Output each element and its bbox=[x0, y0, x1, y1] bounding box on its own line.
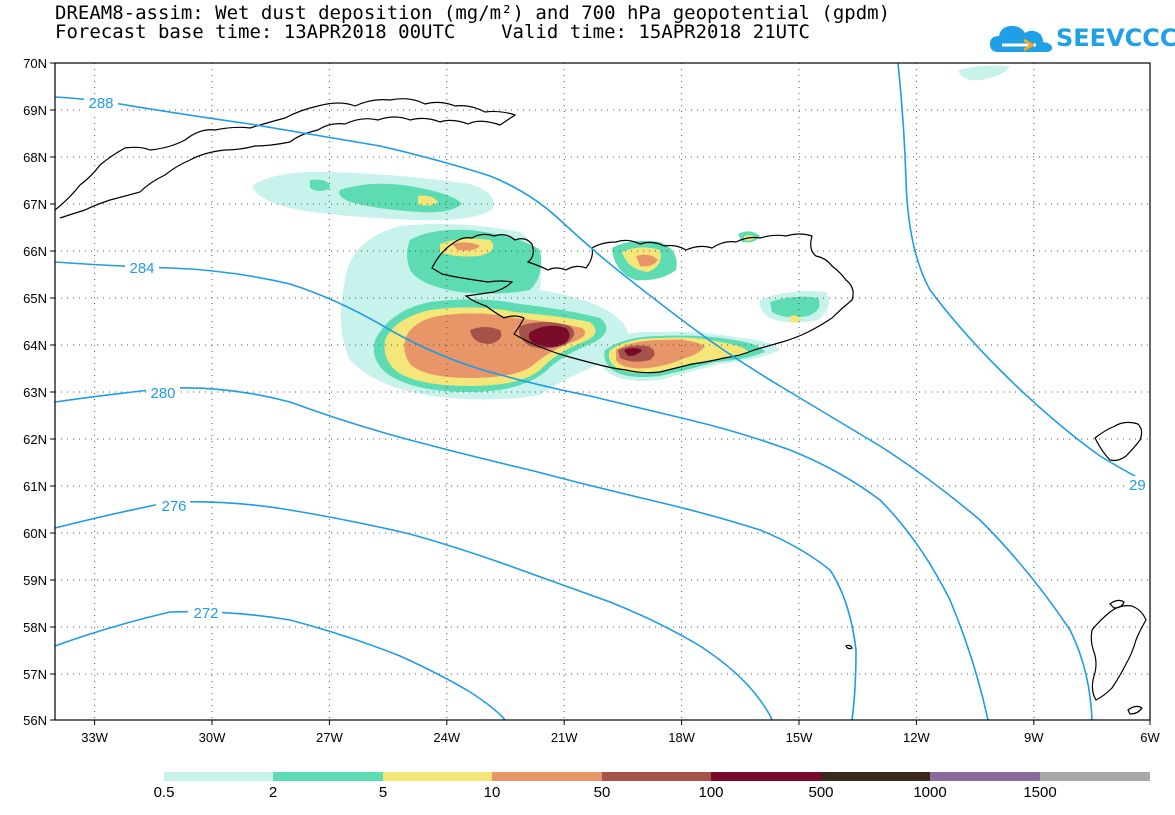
norway-coast bbox=[1094, 421, 1143, 462]
contour-label-276: 276 bbox=[161, 498, 186, 515]
legend-label: 10 bbox=[483, 784, 501, 801]
contour-288 bbox=[55, 96, 1093, 720]
dust-deposition-layer bbox=[252, 65, 1010, 400]
lon-label: 6W bbox=[1140, 730, 1160, 745]
lat-label: 60N bbox=[23, 526, 47, 541]
legend-label: 500 bbox=[808, 784, 834, 801]
legend-swatch bbox=[602, 772, 711, 781]
lat-label: 64N bbox=[23, 338, 47, 353]
lon-label: 24W bbox=[433, 730, 460, 745]
contour-284 bbox=[55, 261, 989, 720]
contour-label-backgrounds bbox=[84, 94, 1150, 622]
legend-label: 0.5 bbox=[153, 784, 175, 801]
lat-label: 58N bbox=[23, 620, 47, 635]
legend-label: 1000 bbox=[913, 784, 947, 801]
dust-region-west-maroon bbox=[528, 325, 570, 347]
gridlines bbox=[55, 63, 1150, 720]
lat-label: 68N bbox=[23, 150, 47, 165]
contour-label-284: 284 bbox=[129, 260, 154, 277]
contour-276 bbox=[55, 500, 773, 720]
legend-swatch bbox=[492, 772, 602, 781]
coastlines bbox=[55, 98, 1147, 715]
legend-label: 1500 bbox=[1023, 784, 1057, 801]
legend-swatch bbox=[711, 772, 821, 781]
scotland-coast bbox=[1090, 605, 1147, 701]
lon-label: 30W bbox=[199, 730, 226, 745]
lat-label: 67N bbox=[23, 197, 47, 212]
lat-label: 56N bbox=[23, 713, 47, 728]
map-title-line2: Forecast base time: 13APR2018 00UTC Vali… bbox=[55, 21, 810, 43]
legend-swatch bbox=[273, 772, 383, 781]
lon-label: 33W bbox=[81, 730, 108, 745]
lon-label: 9W bbox=[1024, 730, 1044, 745]
lon-label: 18W bbox=[668, 730, 695, 745]
dust-region-south-maroon bbox=[624, 348, 642, 356]
contour-labels: 288 284 280 276 272 29 bbox=[88, 95, 1145, 622]
lat-label: 62N bbox=[23, 432, 47, 447]
legend-label: 2 bbox=[268, 784, 278, 801]
lat-label: 70N bbox=[23, 56, 47, 71]
legend-label: 5 bbox=[378, 784, 388, 801]
lat-label: 65N bbox=[23, 291, 47, 306]
greenland-coast bbox=[55, 98, 517, 219]
longitude-labels: 33W 30W 27W 24W 21W 18W 15W 12W 9W 6W bbox=[81, 730, 1160, 745]
contour-label-272: 272 bbox=[193, 605, 218, 622]
contour-label-280: 280 bbox=[150, 385, 175, 402]
contour-label-29: 29 bbox=[1129, 477, 1146, 494]
scotland-north-islands bbox=[1109, 599, 1143, 715]
legend-label: 100 bbox=[698, 784, 724, 801]
tick-marks bbox=[50, 62, 1151, 725]
lat-label: 66N bbox=[23, 244, 47, 259]
legend-label: 50 bbox=[593, 784, 611, 801]
dust-region-north-orange bbox=[636, 254, 658, 267]
cloud-logo-icon bbox=[990, 26, 1052, 52]
latitude-labels: 70N 69N 68N 67N 66N 65N 64N 63N 62N 61N … bbox=[23, 56, 47, 728]
lon-label: 12W bbox=[903, 730, 930, 745]
lon-label: 27W bbox=[316, 730, 343, 745]
legend-swatch bbox=[821, 772, 930, 781]
seevccc-logo: SEEVCCC bbox=[988, 18, 1175, 60]
contour-288-east bbox=[897, 63, 1150, 485]
map-title-line1: DREAM8-assim: Wet dust deposition (mg/m²… bbox=[55, 2, 891, 24]
legend-swatch bbox=[383, 772, 492, 781]
legend-swatch bbox=[1040, 772, 1150, 781]
legend-swatch bbox=[930, 772, 1040, 781]
faroe-islands-coast bbox=[845, 644, 853, 650]
dust-region-westfjords-orange bbox=[452, 242, 480, 251]
lat-label: 63N bbox=[23, 385, 47, 400]
lat-label: 61N bbox=[23, 479, 47, 494]
lat-label: 59N bbox=[23, 573, 47, 588]
geopotential-contours bbox=[55, 63, 1150, 720]
contour-272 bbox=[55, 610, 506, 720]
lon-label: 15W bbox=[786, 730, 813, 745]
dust-region-east-yellow bbox=[790, 315, 802, 323]
lat-label: 57N bbox=[23, 667, 47, 682]
lon-label: 21W bbox=[551, 730, 578, 745]
dust-region-east-light bbox=[770, 296, 820, 318]
iceland-coast bbox=[431, 233, 854, 374]
dust-region-northwest-core bbox=[418, 195, 438, 206]
contour-label-288: 288 bbox=[88, 95, 113, 112]
dust-region-far-northeast bbox=[958, 65, 1010, 81]
contour-280 bbox=[55, 386, 857, 720]
legend-swatch bbox=[164, 772, 273, 781]
lat-label: 69N bbox=[23, 103, 47, 118]
logo-text: SEEVCCC bbox=[1056, 24, 1175, 52]
